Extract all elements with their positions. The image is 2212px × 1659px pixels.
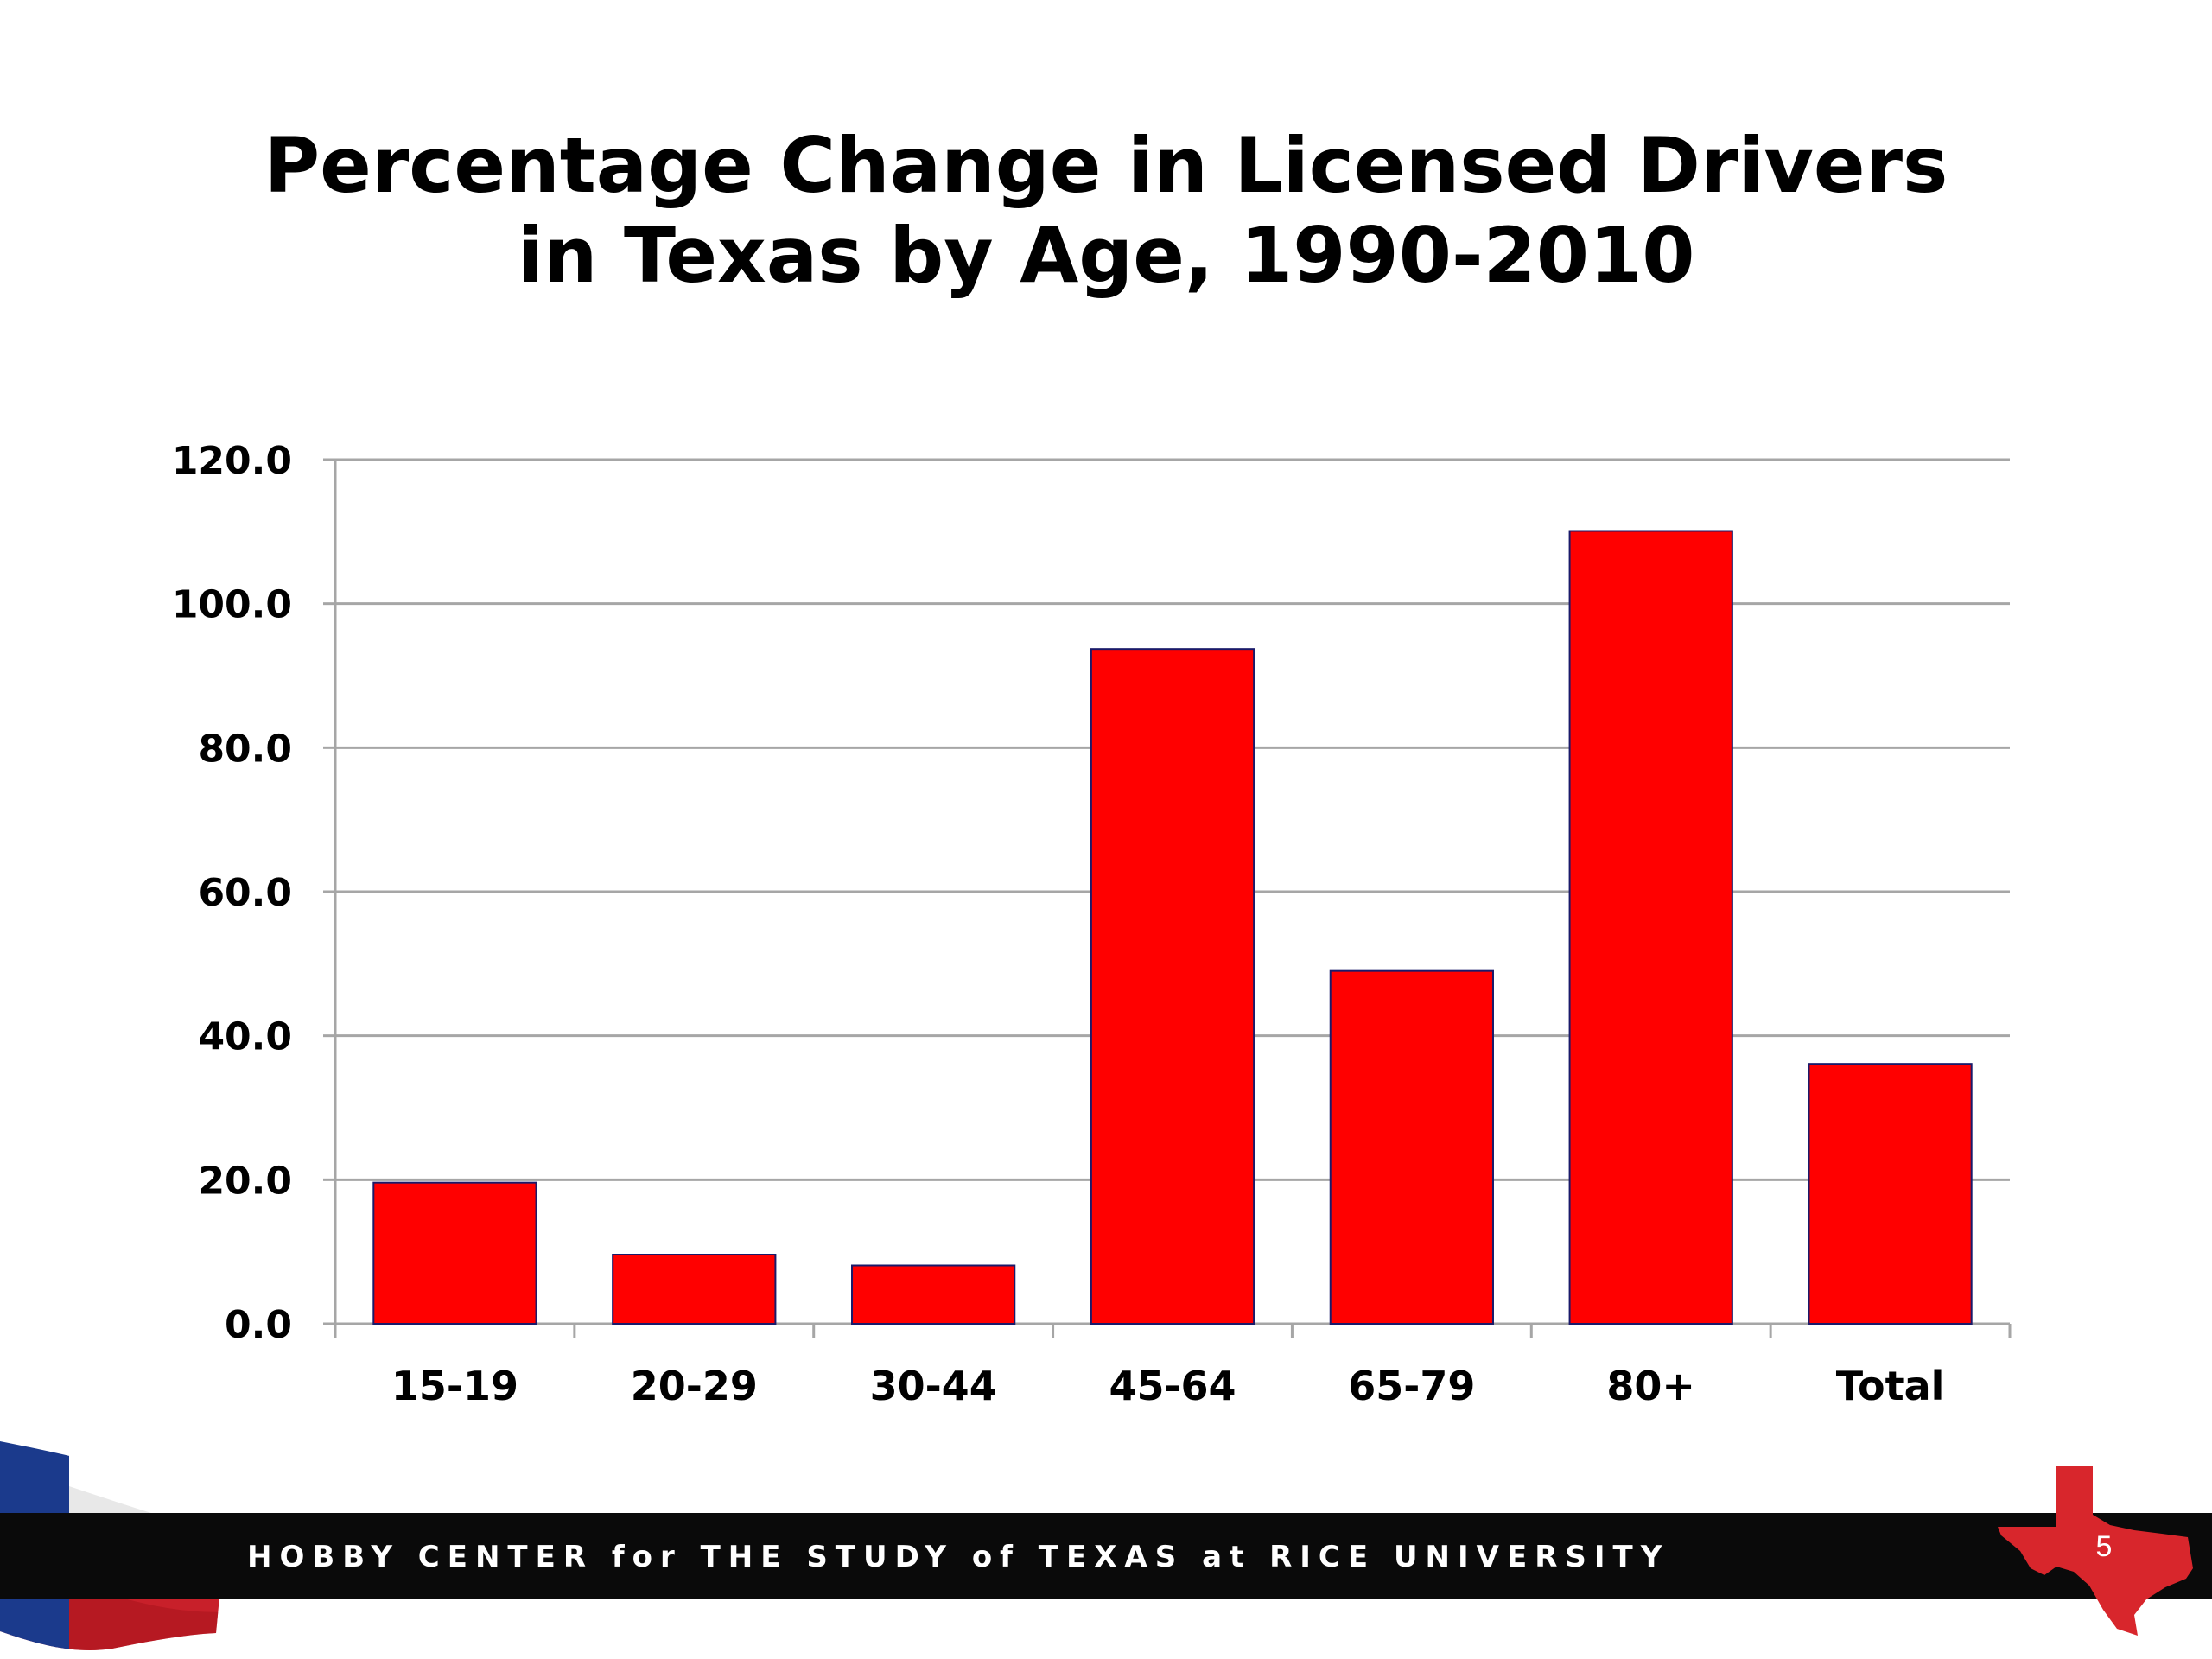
bar-30-44 bbox=[851, 1264, 1016, 1325]
bar-45-64 bbox=[1090, 648, 1255, 1325]
x-tick-label: 45-64 bbox=[1109, 1363, 1236, 1409]
x-tick-label: 30-44 bbox=[870, 1363, 997, 1409]
slide-number: 5 bbox=[2095, 1530, 2113, 1563]
footer-bar bbox=[0, 1513, 2212, 1599]
bar-80 bbox=[1568, 530, 1733, 1325]
x-tick-label: 65-79 bbox=[1348, 1363, 1475, 1409]
x-tick-label: 15-19 bbox=[391, 1363, 518, 1409]
y-tick-label: 40.0 bbox=[198, 1015, 292, 1059]
y-tick-label: 100.0 bbox=[172, 583, 292, 627]
bar-chart: 0.0 20.0 40.0 60.0 80.0 100.0 120.0 15-19 20-29… bbox=[172, 439, 2012, 1409]
bar-65-79 bbox=[1329, 969, 1494, 1325]
y-tick-label: 120.0 bbox=[172, 439, 292, 483]
footer-institution-name: HOBBY CENTER for THE STUDY of TEXAS at R… bbox=[247, 1540, 1670, 1574]
bars bbox=[372, 530, 1973, 1325]
x-tick-label: 80+ bbox=[1606, 1363, 1695, 1409]
x-tick-label: Total bbox=[1836, 1363, 1945, 1409]
chart-title: Percentage Change in Licensed Drivers in… bbox=[0, 121, 2212, 301]
x-tick-labels: 15-19 20-29 30-44 45-64 65-79 80+ Total bbox=[391, 1363, 1945, 1409]
bar-total bbox=[1808, 1063, 1973, 1325]
y-tick-label: 80.0 bbox=[198, 727, 292, 771]
bar-15-19 bbox=[372, 1181, 537, 1325]
x-tick-label: 20-29 bbox=[631, 1363, 758, 1409]
chart-title-line-2: in Texas by Age, 1990-2010 bbox=[517, 211, 1695, 300]
texas-state-icon bbox=[1998, 1466, 2193, 1636]
bar-20-29 bbox=[612, 1254, 777, 1325]
y-tick-label: 60.0 bbox=[198, 871, 292, 915]
y-tick-labels: 0.0 20.0 40.0 60.0 80.0 100.0 120.0 bbox=[172, 439, 292, 1347]
chart-title-line-1: Percentage Change in Licensed Drivers bbox=[264, 121, 1948, 210]
y-tick-label: 20.0 bbox=[198, 1159, 292, 1203]
y-tick-label: 0.0 bbox=[225, 1303, 292, 1347]
